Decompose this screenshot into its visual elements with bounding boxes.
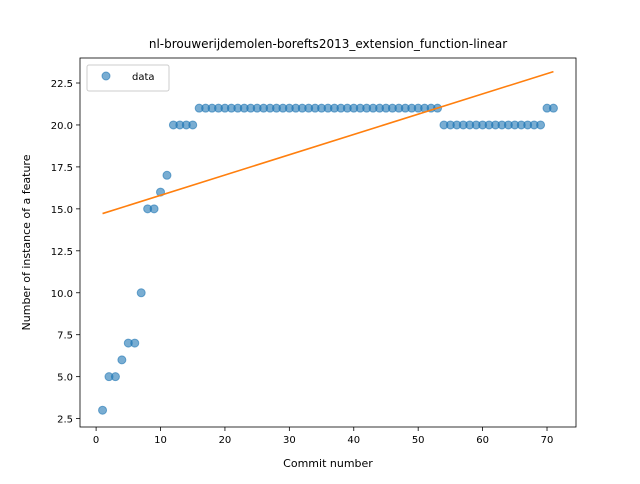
x-tick-label: 10 — [154, 435, 167, 446]
x-tick-label: 20 — [219, 435, 232, 446]
data-point — [136, 288, 146, 298]
y-tick-label: 7.5 — [57, 331, 73, 342]
legend-label: data — [132, 72, 155, 83]
y-axis-label: Number of instance of a feature — [20, 154, 33, 330]
x-tick-label: 50 — [412, 435, 425, 446]
linear-fit-line — [102, 70, 554, 215]
y-tick-label: 5.0 — [57, 373, 73, 384]
x-tick-label: 0 — [93, 435, 99, 446]
chart-title: nl-brouwerijdemolen-borefts2013_extensio… — [149, 37, 507, 51]
data-point — [130, 338, 140, 348]
series-layer — [98, 70, 558, 415]
data-point — [117, 355, 127, 365]
y-tick-label: 17.5 — [51, 163, 73, 174]
y-ticks: 2.5 5.0 7.5 10.0 12.5 15.0 17.5 20.0 22.5 — [51, 79, 80, 426]
data-point — [149, 204, 159, 214]
y-tick-label: 20.0 — [51, 121, 73, 132]
data-point — [536, 120, 546, 130]
x-tick-label: 30 — [283, 435, 296, 446]
data-point — [110, 372, 120, 382]
y-tick-label: 12.5 — [51, 247, 73, 258]
y-tick-label: 10.0 — [51, 289, 73, 300]
legend-box — [86, 64, 170, 92]
y-tick-label: 2.5 — [57, 415, 73, 426]
legend: data — [86, 64, 170, 92]
plot-frame — [79, 57, 577, 428]
x-ticks: 0 10 20 30 40 50 60 70 — [93, 427, 553, 446]
x-tick-label: 40 — [347, 435, 360, 446]
x-tick-label: 70 — [541, 435, 554, 446]
legend-marker — [101, 71, 111, 81]
data-point — [162, 170, 172, 180]
data-point — [98, 405, 108, 415]
data-point — [548, 103, 558, 113]
y-tick-label: 22.5 — [51, 79, 73, 90]
data-point — [188, 120, 198, 130]
x-tick-label: 60 — [476, 435, 489, 446]
x-axis-label: Commit number — [283, 457, 373, 470]
y-tick-label: 15.0 — [51, 205, 73, 216]
